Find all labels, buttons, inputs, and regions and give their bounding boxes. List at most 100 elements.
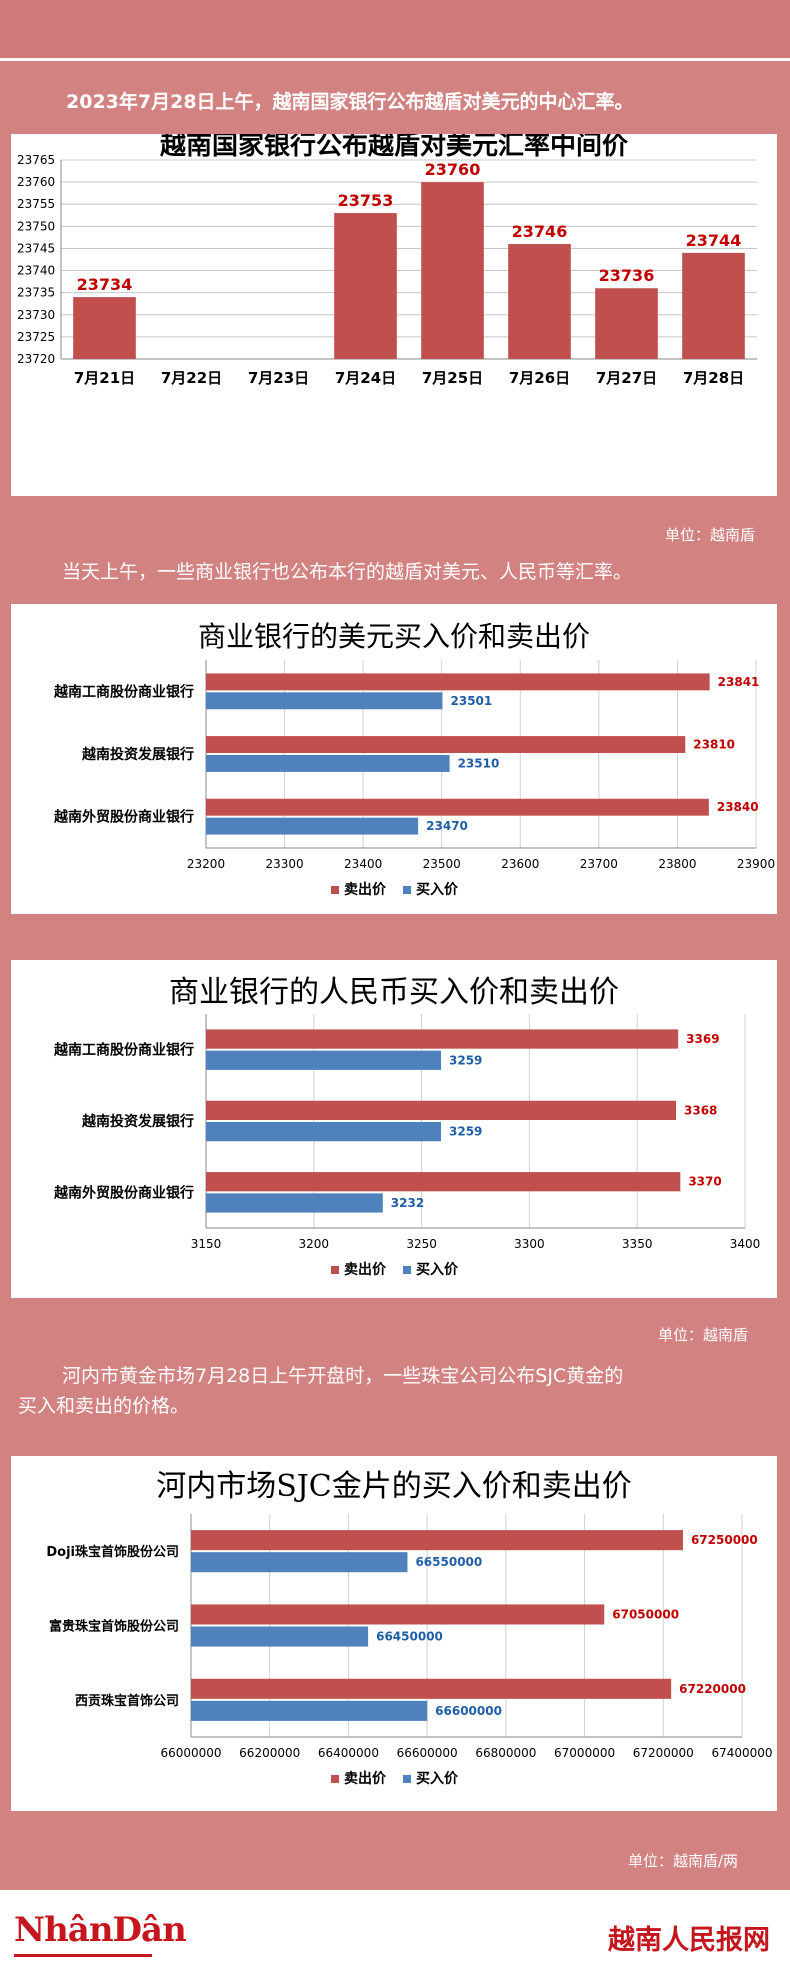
intro-paragraph-3a: 河内市黄金市场7月28日上午开盘时，一些珠宝公司公布SJC黄金的 [62, 1365, 624, 1387]
usd-rates-chart: 商业银行的美元买入价和卖出价 23200 23300 23400 23500 23600 2… [53, 620, 775, 898]
y-tick-label: 23720 [17, 352, 55, 366]
intro-paragraph-2: 当天上午，一些商业银行也公布本行的越盾对美元、人民币等汇率。 [62, 561, 633, 583]
x-tick-label: 67400000 [711, 1746, 772, 1760]
x-tick-label: 23700 [580, 857, 618, 871]
legend-label: 买入价 [416, 1262, 459, 1278]
y-tick-label: 23725 [17, 330, 55, 344]
cny-rates-chart: 商业银行的人民币买入价和卖出价 3150 3200 3250 3300 3350 3400 越… [53, 975, 761, 1278]
data-label: 67220000 [679, 1682, 746, 1696]
bar [206, 692, 443, 710]
data-label: 23760 [425, 160, 481, 179]
top-banner [0, 0, 790, 58]
x-tick-label: 3200 [299, 1237, 330, 1251]
data-label: 3259 [449, 1125, 482, 1139]
bar [206, 1122, 442, 1142]
legend-swatch [331, 1266, 339, 1274]
intro-paragraph-3b: 买入和卖出的价格。 [18, 1395, 190, 1417]
x-tick-label: 23200 [187, 857, 225, 871]
x-tick-label: 7月27日 [596, 369, 657, 387]
category-label: 越南外贸股份商业银行 [53, 1184, 194, 1201]
category-label: 富贵珠宝首饰股份公司 [49, 1619, 179, 1635]
bar [73, 297, 136, 359]
legend-label: 卖出价 [344, 881, 387, 898]
x-tick-label: 66400000 [318, 1746, 379, 1760]
x-tick-label: 66000000 [160, 1746, 221, 1760]
category-label: 越南外贸股份商业银行 [53, 809, 194, 826]
x-tick-label: 7月26日 [509, 369, 570, 387]
data-label: 66600000 [435, 1704, 502, 1718]
x-tick-label: 7月23日 [248, 369, 309, 387]
x-tick-label: 23500 [423, 857, 461, 871]
legend-label: 卖出价 [344, 1770, 387, 1787]
category-label: 西贡珠宝首饰公司 [75, 1693, 179, 1709]
bar [682, 252, 745, 359]
chart-title: 河内市场SJC金片的买入价和卖出价 [156, 1469, 632, 1504]
legend-swatch [331, 1775, 339, 1783]
unit-label-1: 单位：越南盾 [665, 526, 756, 544]
bar [206, 755, 450, 772]
y-tick-label: 23765 [17, 153, 55, 167]
chart-panel-gold: 河内市场SJC金片的买入价和卖出价 66000000 66200000 6640000… [11, 1456, 777, 1811]
data-label: 3368 [684, 1103, 717, 1117]
data-label: 3259 [449, 1053, 482, 1067]
chart-title: 商业银行的美元买入价和卖出价 [198, 620, 590, 653]
bar [508, 244, 571, 359]
y-tick-label: 23755 [17, 197, 55, 211]
x-tick-label: 3250 [406, 1237, 437, 1251]
unit-label-3: 单位：越南盾/两 [628, 1852, 739, 1870]
data-label: 23501 [451, 694, 493, 708]
x-tick-label: 7月28日 [683, 369, 744, 387]
bar [206, 673, 710, 691]
x-tick-label: 23800 [658, 857, 696, 871]
data-label: 66450000 [376, 1630, 443, 1644]
bar [191, 1552, 408, 1573]
x-tick-label: 3400 [730, 1237, 761, 1251]
data-label: 3232 [391, 1196, 424, 1210]
chart-panel-cny: 商业银行的人民币买入价和卖出价 3150 3200 3250 3300 3350 3400 越… [11, 960, 777, 1298]
y-tick-label: 23760 [17, 175, 55, 189]
x-tick-label: 3150 [191, 1237, 222, 1251]
x-tick-label: 7月22日 [161, 369, 222, 387]
y-tick-label: 23750 [17, 219, 55, 233]
legend-swatch [403, 886, 411, 894]
category-label: Doji珠宝首饰股份公司 [46, 1544, 179, 1560]
data-label: 23841 [718, 675, 760, 689]
x-tick-label: 67200000 [633, 1746, 694, 1760]
data-label: 23840 [717, 800, 759, 814]
bar [334, 213, 397, 359]
data-label: 23470 [426, 819, 468, 833]
x-tick-label: 7月21日 [74, 369, 135, 387]
y-tick-label: 23740 [17, 264, 55, 278]
x-tick-label: 67000000 [554, 1746, 615, 1760]
data-label: 23510 [458, 756, 500, 770]
bar [206, 1029, 679, 1049]
bar [206, 1100, 677, 1120]
bar [191, 1626, 369, 1647]
unit-label-2: 单位：越南盾 [658, 1326, 749, 1344]
category-label: 越南工商股份商业银行 [53, 1042, 194, 1059]
legend-label: 卖出价 [344, 1261, 387, 1278]
chart-panel-usd: 商业银行的美元买入价和卖出价 23200 23300 23400 23500 23600 2… [11, 604, 777, 914]
bar [191, 1530, 683, 1551]
x-tick-label: 66800000 [475, 1746, 536, 1760]
legend-label: 买入价 [416, 1771, 459, 1787]
x-tick-label: 66200000 [239, 1746, 300, 1760]
footer: NhânDân 越南人民报网 [0, 1890, 790, 1975]
legend-swatch [331, 886, 339, 894]
bar [191, 1700, 428, 1721]
bar [206, 1050, 442, 1070]
legend-swatch [403, 1266, 411, 1274]
data-label: 66550000 [415, 1555, 482, 1569]
nhandan-logo[interactable]: NhânDân [14, 1910, 187, 1950]
bar [206, 817, 419, 835]
legend-swatch [403, 1775, 411, 1783]
x-tick-label: 23900 [737, 857, 775, 871]
data-label: 67050000 [612, 1607, 679, 1621]
data-label: 23753 [338, 191, 394, 210]
data-label: 23746 [512, 222, 568, 241]
legend-label: 买入价 [416, 882, 459, 898]
chart-panel-central-rate: 越南国家银行公布越盾对美元汇率中间价 23720 23725 23730 23735 23… [11, 134, 777, 496]
site-brand[interactable]: 越南人民报网 [608, 1925, 770, 1956]
bar [206, 1172, 681, 1192]
bar [206, 798, 709, 816]
